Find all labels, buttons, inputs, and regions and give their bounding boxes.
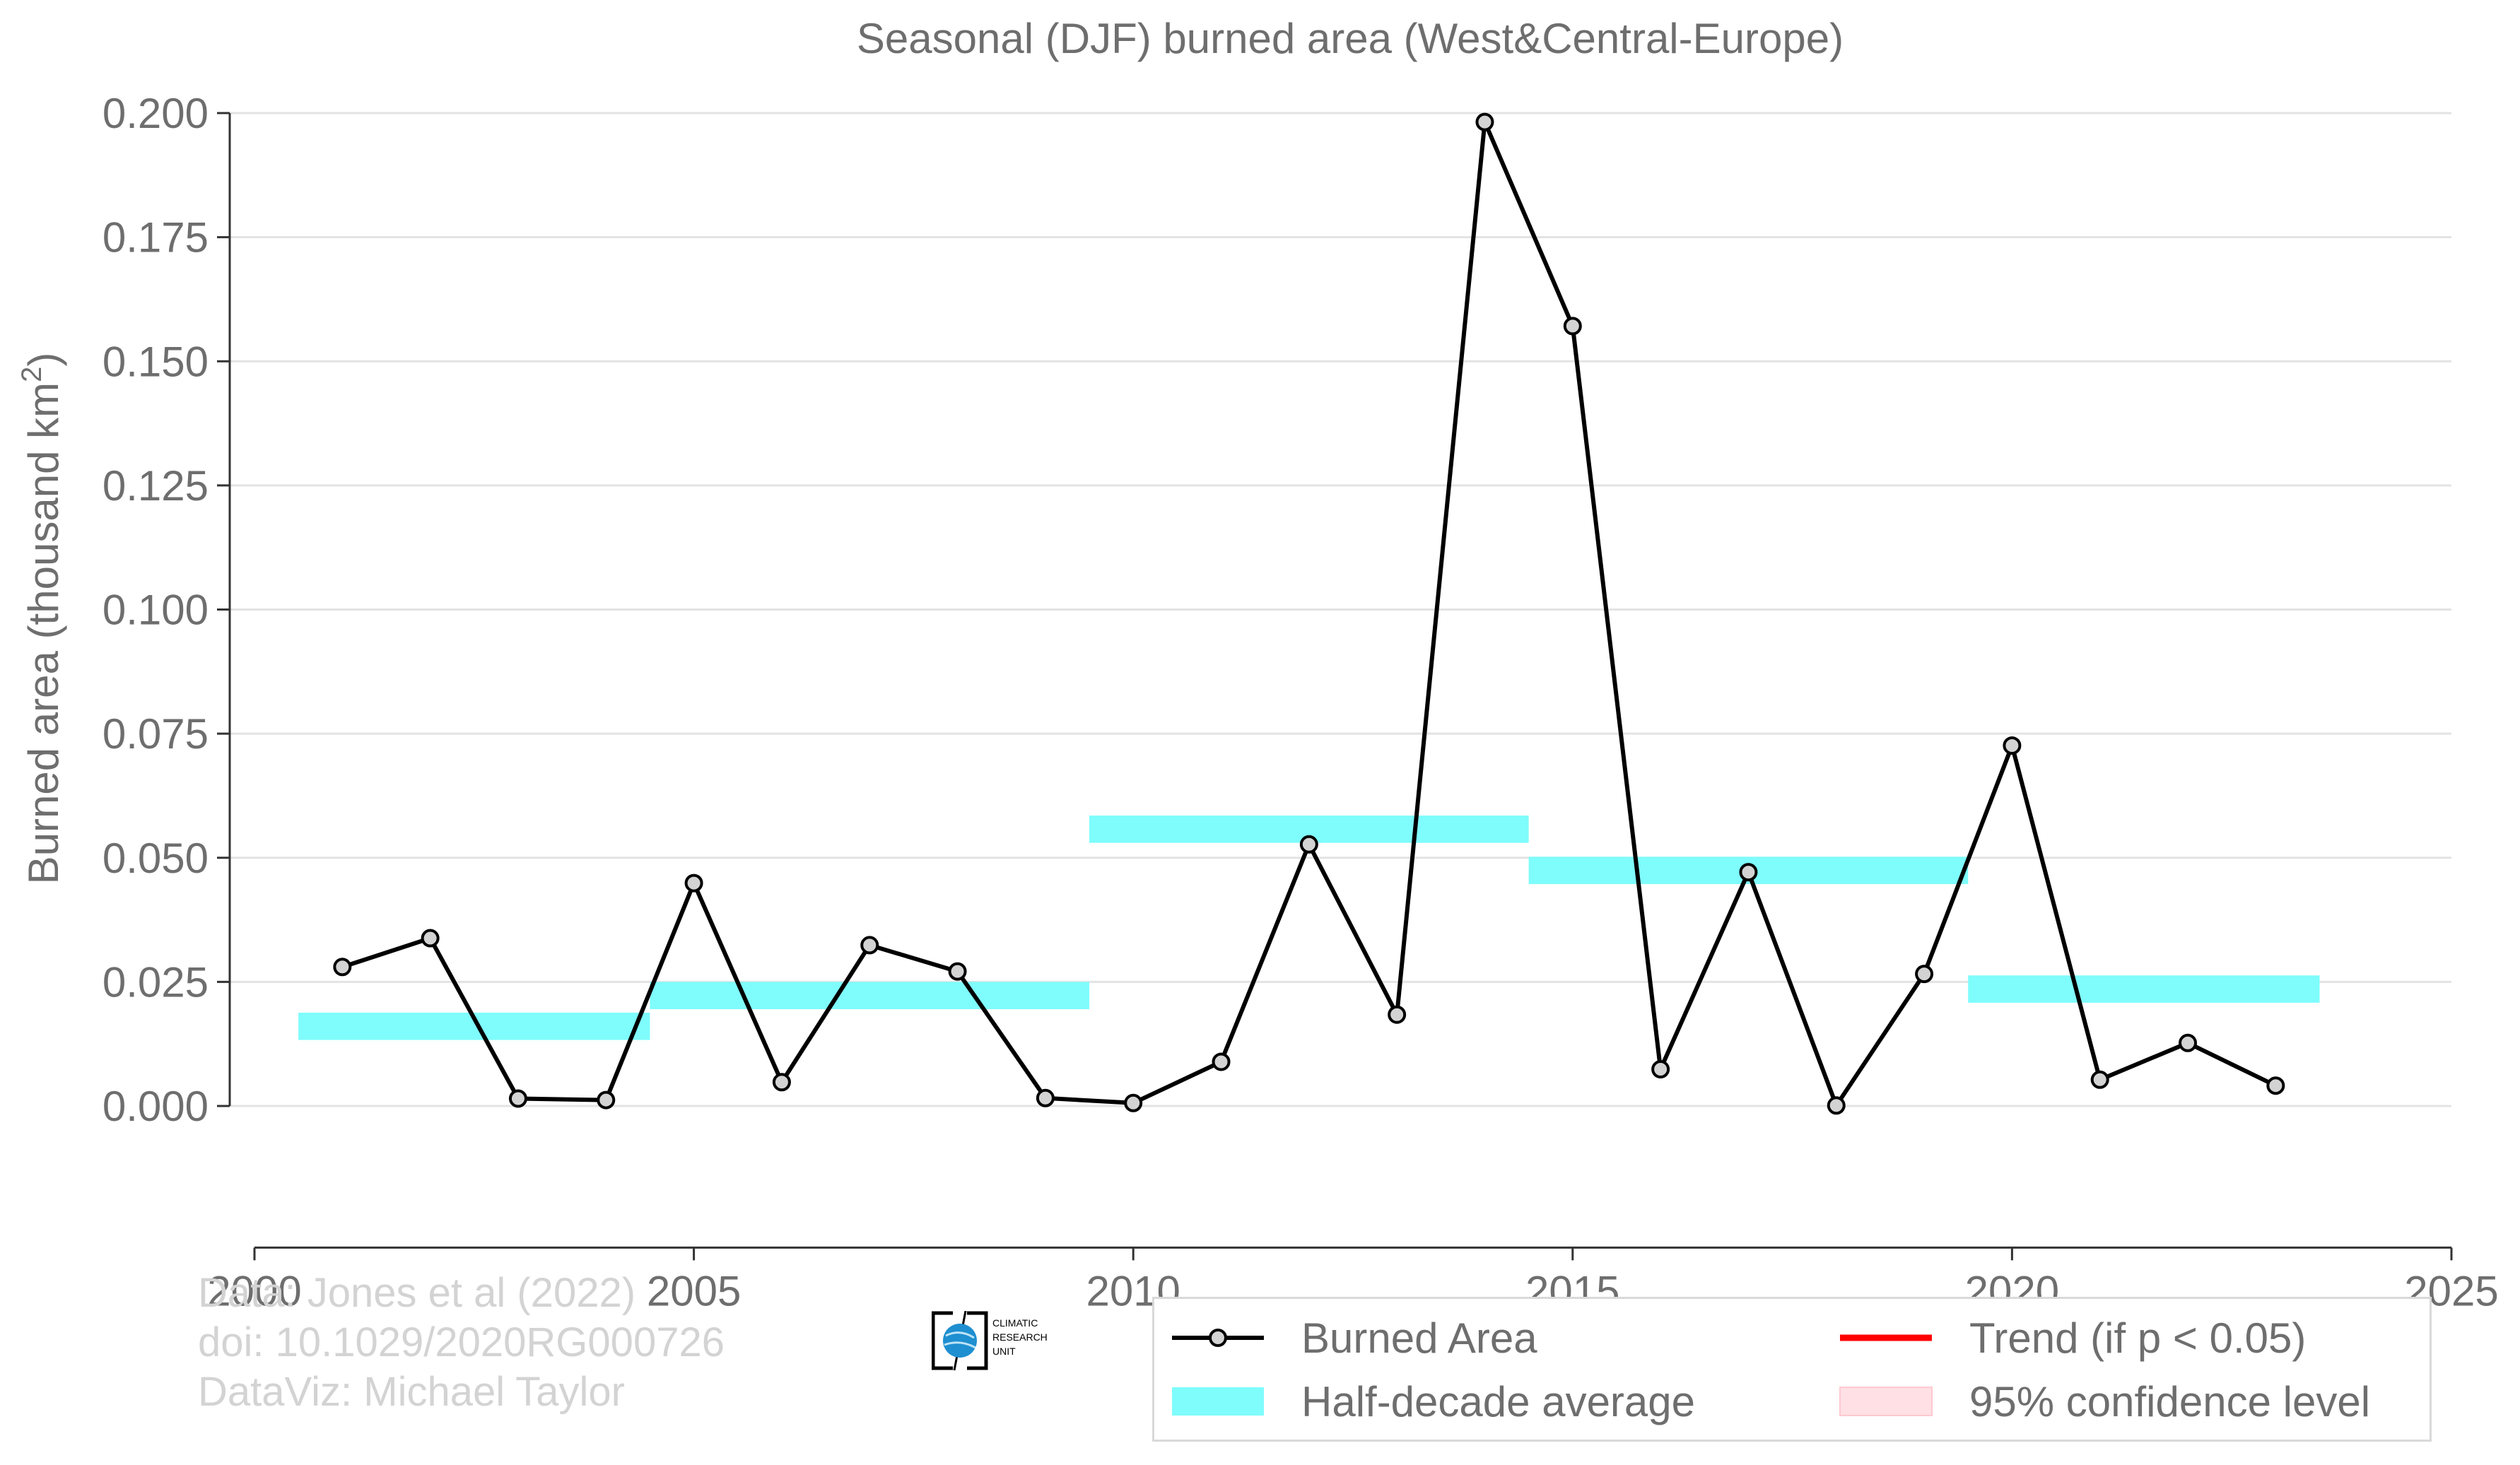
legend-label-half-decade: Half-decade average	[1301, 1377, 1696, 1425]
burned-area-point	[597, 1090, 616, 1110]
x-tick-label: 2000	[207, 1267, 301, 1314]
y-tick-label: 0.075	[102, 710, 209, 758]
burned-area-point	[684, 873, 703, 893]
burned-area-line	[341, 119, 2277, 1108]
burned-area-point	[1915, 965, 1934, 984]
half-decade-average-band	[650, 982, 1090, 1010]
legend-key-band-pink	[1836, 1377, 1935, 1426]
credit-doi: doi: 10.1029/2020RG000726	[198, 1319, 725, 1365]
burned-area-point	[1212, 1052, 1231, 1071]
legend-label-burned-area: Burned Area	[1301, 1314, 1537, 1362]
burned-area-point	[948, 962, 967, 981]
y-axis-label-main: Burned area (thousand km	[20, 382, 67, 884]
y-tick-label: 0.175	[102, 214, 209, 261]
cru-logo: CLIMATIC RESEARCH UNIT	[931, 1310, 1066, 1371]
burned-area-point	[1651, 1060, 1670, 1079]
burned-area-point	[421, 929, 440, 948]
burned-area-point	[1036, 1088, 1055, 1107]
legend-key-line-marker	[1168, 1313, 1267, 1363]
burned-area-series	[333, 112, 2285, 1115]
logo-line-2: RESEARCH	[992, 1331, 1048, 1343]
y-tick-label: 0.025	[102, 958, 209, 1006]
burned-area-point	[1299, 835, 1318, 854]
y-axis-label-superscript: 2	[16, 367, 47, 382]
burned-area-point	[1475, 112, 1494, 131]
logo-line-3: UNIT	[992, 1346, 1016, 1357]
globe-icon: CLIMATIC RESEARCH UNIT	[931, 1310, 1048, 1371]
legend-item-trend: Trend (if p < 0.05)	[1836, 1313, 2306, 1363]
y-tick-label: 0.125	[102, 462, 209, 510]
axes: 0.000 0.025 0.050 0.075 0.100 0.125 0.150 0.175…	[102, 90, 2499, 1314]
burned-area-point	[333, 958, 352, 977]
chart-legend: Burned Area Half-decade average Trend (i…	[1152, 1297, 2432, 1442]
burned-area-point	[2090, 1070, 2109, 1089]
data-credit: Data: Jones et al (2022) doi: 10.1029/20…	[198, 1269, 725, 1417]
legend-key-band-cyan	[1168, 1377, 1267, 1426]
burned-area-point	[1827, 1096, 1846, 1115]
logo-line-1: CLIMATIC	[992, 1317, 1038, 1329]
y-axis-label-tail: )	[20, 353, 67, 367]
burned-area-point	[860, 936, 879, 955]
y-tick-label: 0.150	[102, 338, 209, 385]
y-axis-label: Burned area (thousand km2)	[16, 353, 67, 885]
y-tick-label: 0.100	[102, 587, 209, 634]
burned-area-point	[2003, 736, 2022, 755]
burned-area-point	[772, 1073, 791, 1092]
legend-key-line-red	[1836, 1313, 1935, 1363]
credit-data-source: Data: Jones et al (2022)	[198, 1270, 636, 1316]
legend-item-burned-area: Burned Area	[1168, 1313, 1537, 1363]
burned-area-point	[2179, 1033, 2198, 1052]
burned-area-point	[1739, 863, 1758, 882]
y-tick-label: 0.000	[102, 1083, 209, 1130]
legend-label-confidence: 95% confidence level	[1969, 1377, 2371, 1425]
legend-item-half-decade: Half-decade average	[1168, 1377, 1695, 1426]
credit-dataviz: DataViz: Michael Taylor	[198, 1369, 625, 1415]
legend-label-trend: Trend (if p < 0.05)	[1969, 1314, 2307, 1362]
half-decade-average-band	[1968, 975, 2320, 1003]
burned-area-point	[1563, 317, 1582, 336]
burned-area-point	[508, 1089, 527, 1108]
burned-area-point	[2266, 1076, 2285, 1095]
burned-area-point	[1124, 1093, 1143, 1112]
burned-area-point	[1388, 1005, 1407, 1024]
chart-title: Seasonal (DJF) burned area (West&Central…	[857, 15, 1844, 62]
y-tick-label: 0.200	[102, 90, 209, 137]
x-tick-label: 2005	[647, 1267, 741, 1314]
legend-item-confidence: 95% confidence level	[1836, 1377, 2370, 1426]
gridlines	[230, 112, 2451, 1107]
y-tick-label: 0.050	[102, 835, 209, 882]
